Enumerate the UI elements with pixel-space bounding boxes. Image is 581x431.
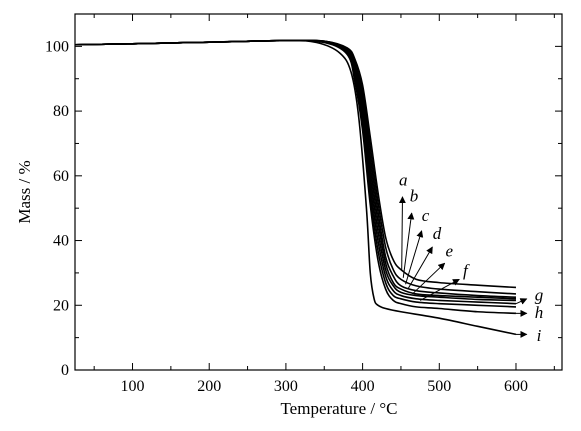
- pointer-arrow-e: [412, 262, 446, 295]
- y-tick-label: 100: [45, 38, 69, 55]
- y-tick-label: 0: [61, 362, 69, 379]
- y-tick-label: 80: [53, 103, 69, 120]
- curve-label-g: g: [535, 285, 544, 304]
- curve-label-e: e: [445, 242, 453, 261]
- y-tick-label: 20: [53, 297, 69, 314]
- pointer-arrow-g: [515, 298, 528, 305]
- curve-g: [74, 39, 517, 308]
- pointer-arrow-a: [398, 196, 406, 270]
- curve-group: [74, 39, 517, 336]
- curve-label-a: a: [399, 171, 408, 190]
- y-tick-label: 40: [53, 233, 69, 250]
- curve-label-d: d: [433, 224, 442, 243]
- curve-f: [74, 39, 517, 305]
- x-axis-ticks: 100 200 300 400 500 600: [93, 14, 555, 395]
- curve-label-f: f: [463, 261, 470, 280]
- curve-label-i: i: [537, 326, 542, 345]
- x-tick-label: 600: [504, 378, 528, 395]
- x-tick-label: 400: [351, 378, 375, 395]
- plot-frame: [74, 13, 563, 371]
- x-tick-label: 300: [274, 378, 298, 395]
- x-axis-title: Temperature / °C: [280, 399, 397, 418]
- pointer-arrow-f: [419, 278, 460, 301]
- curve-label-b: b: [410, 187, 419, 206]
- x-tick-label: 200: [197, 378, 221, 395]
- curve-label-h: h: [535, 303, 544, 322]
- curve-h: [74, 39, 517, 315]
- y-axis-ticks: 0 20 40 60 80 100: [45, 38, 562, 379]
- y-tick-label: 60: [53, 168, 69, 185]
- x-tick-label: 500: [427, 378, 451, 395]
- curve-i: [74, 39, 517, 336]
- pointer-arrow-b: [402, 212, 415, 278]
- curve-e: [74, 39, 516, 302]
- pointer-arrow-c: [405, 230, 424, 285]
- pointer-arrow-d: [407, 246, 433, 290]
- y-axis-title: Mass / %: [15, 160, 34, 223]
- x-tick-label: 100: [121, 378, 145, 395]
- curve-label-c: c: [422, 206, 430, 225]
